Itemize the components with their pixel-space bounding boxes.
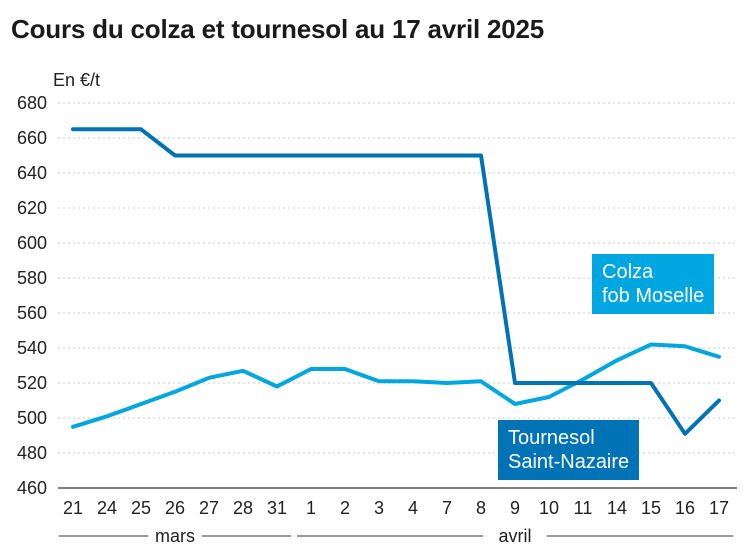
y-tick-label-680: 680 bbox=[17, 93, 47, 113]
x-tick-label-16: 14 bbox=[607, 498, 627, 518]
legend-colza: Colza fob Moselle bbox=[592, 254, 715, 314]
y-tick-label-480: 480 bbox=[17, 443, 47, 463]
x-tick-label-0: 21 bbox=[63, 498, 83, 518]
legend-tournesol: Tournesol Saint-Nazaire bbox=[498, 420, 640, 480]
x-tick-label-3: 26 bbox=[165, 498, 185, 518]
x-tick-label-11: 7 bbox=[442, 498, 452, 518]
y-tick-label-600: 600 bbox=[17, 233, 47, 253]
y-tick-label-660: 660 bbox=[17, 128, 47, 148]
x-tick-label-15: 11 bbox=[574, 498, 593, 518]
x-tick-label-17: 15 bbox=[641, 498, 661, 518]
x-tick-label-18: 16 bbox=[675, 498, 695, 518]
y-tick-label-500: 500 bbox=[17, 408, 47, 428]
y-tick-label-560: 560 bbox=[17, 303, 47, 323]
y-tick-label-460: 460 bbox=[17, 478, 47, 498]
x-tick-label-14: 10 bbox=[539, 498, 559, 518]
x-tick-label-10: 4 bbox=[408, 498, 418, 518]
y-tick-label-640: 640 bbox=[17, 163, 47, 183]
x-tick-label-4: 27 bbox=[199, 498, 219, 518]
y-tick-label-520: 520 bbox=[17, 373, 47, 393]
x-tick-label-8: 2 bbox=[340, 498, 350, 518]
month-label-1: avril bbox=[498, 526, 531, 546]
x-tick-label-1: 24 bbox=[97, 498, 117, 518]
x-tick-label-12: 8 bbox=[476, 498, 486, 518]
x-tick-label-19: 17 bbox=[709, 498, 729, 518]
chart-title: Cours du colza et tournesol au 17 avril … bbox=[11, 14, 545, 44]
series-line-0 bbox=[71, 342, 721, 429]
month-label-0: mars bbox=[155, 526, 195, 546]
x-tick-label-7: 1 bbox=[306, 498, 316, 518]
series-line-1 bbox=[71, 127, 721, 436]
y-tick-label-580: 580 bbox=[17, 268, 47, 288]
x-tick-label-5: 28 bbox=[233, 498, 253, 518]
x-tick-label-6: 31 bbox=[267, 498, 287, 518]
y-axis-unit-label: En €/t bbox=[53, 70, 100, 90]
y-tick-label-620: 620 bbox=[17, 198, 47, 218]
y-tick-label-540: 540 bbox=[17, 338, 47, 358]
x-tick-label-13: 9 bbox=[510, 498, 520, 518]
x-tick-label-2: 25 bbox=[131, 498, 151, 518]
x-tick-label-9: 3 bbox=[374, 498, 384, 518]
